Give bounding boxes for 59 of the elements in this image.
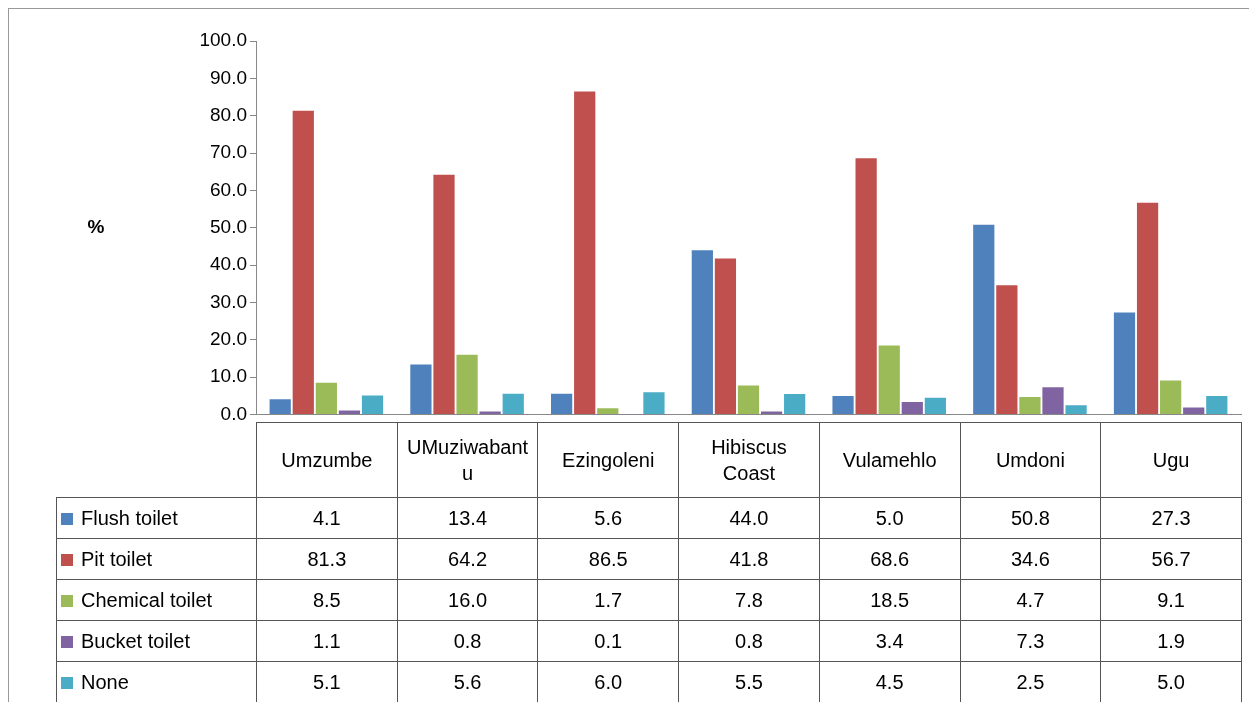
y-axis-title: % bbox=[87, 216, 105, 238]
y-tick-label: 70.0 bbox=[210, 141, 247, 163]
data-label: 3.4 bbox=[819, 620, 961, 662]
data-label: 7.8 bbox=[678, 579, 820, 621]
y-tick-label: 90.0 bbox=[210, 66, 247, 88]
y-tick-label: 0.0 bbox=[220, 402, 247, 424]
data-label: 6.0 bbox=[537, 661, 679, 702]
data-label: 1.7 bbox=[537, 579, 679, 621]
x-tick-label: Vulamehlo bbox=[819, 422, 961, 498]
data-label: 13.4 bbox=[397, 497, 538, 539]
x-tick-label: Umzumbe bbox=[256, 422, 398, 498]
data-label: 34.6 bbox=[960, 538, 1101, 580]
data-label: 50.8 bbox=[960, 497, 1101, 539]
data-label: 27.3 bbox=[1100, 497, 1242, 539]
y-tick-label: 50.0 bbox=[210, 216, 247, 238]
data-label: 16.0 bbox=[397, 579, 538, 621]
x-tick-label: Ugu bbox=[1100, 422, 1242, 498]
y-tick-label: 100.0 bbox=[199, 29, 247, 51]
data-label: 4.5 bbox=[819, 661, 961, 702]
data-label: 0.8 bbox=[678, 620, 820, 662]
data-label: 68.6 bbox=[819, 538, 961, 580]
y-tick-label: 20.0 bbox=[210, 328, 247, 350]
data-label: 44.0 bbox=[678, 497, 820, 539]
data-label: 41.8 bbox=[678, 538, 820, 580]
data-label: 81.3 bbox=[256, 538, 398, 580]
legend-label: Bucket toilet bbox=[56, 620, 257, 662]
data-label: 56.7 bbox=[1100, 538, 1242, 580]
x-tick-label: Hibiscus Coast bbox=[678, 422, 820, 498]
data-label: 64.2 bbox=[397, 538, 538, 580]
legend-label: Pit toilet bbox=[56, 538, 257, 580]
x-tick-label: Umdoni bbox=[960, 422, 1101, 498]
data-label: 5.0 bbox=[1100, 661, 1242, 702]
y-tick-label: 60.0 bbox=[210, 178, 247, 200]
data-label: 2.5 bbox=[960, 661, 1101, 702]
legend-label: None bbox=[56, 661, 257, 702]
x-tick-label: Ezingoleni bbox=[537, 422, 679, 498]
data-label: 1.1 bbox=[256, 620, 398, 662]
data-label: 5.5 bbox=[678, 661, 820, 702]
data-label: 18.5 bbox=[819, 579, 961, 621]
data-label: 8.5 bbox=[256, 579, 398, 621]
y-tick-label: 40.0 bbox=[210, 253, 247, 275]
data-label: 7.3 bbox=[960, 620, 1101, 662]
data-label: 5.1 bbox=[256, 661, 398, 702]
data-label: 5.0 bbox=[819, 497, 961, 539]
y-tick-label: 80.0 bbox=[210, 103, 247, 125]
data-label: 5.6 bbox=[397, 661, 538, 702]
x-tick-label: UMuziwabantu bbox=[397, 422, 538, 498]
legend-label: Flush toilet bbox=[56, 497, 257, 539]
legend-label: Chemical toilet bbox=[56, 579, 257, 621]
data-label: 1.9 bbox=[1100, 620, 1242, 662]
data-label: 4.1 bbox=[256, 497, 398, 539]
data-label: 5.6 bbox=[537, 497, 679, 539]
y-tick-label: 30.0 bbox=[210, 290, 247, 312]
y-tick-label: 10.0 bbox=[210, 365, 247, 387]
data-label: 0.8 bbox=[397, 620, 538, 662]
data-label: 4.7 bbox=[960, 579, 1101, 621]
data-label: 9.1 bbox=[1100, 579, 1242, 621]
data-label: 86.5 bbox=[537, 538, 679, 580]
data-label: 0.1 bbox=[537, 620, 679, 662]
